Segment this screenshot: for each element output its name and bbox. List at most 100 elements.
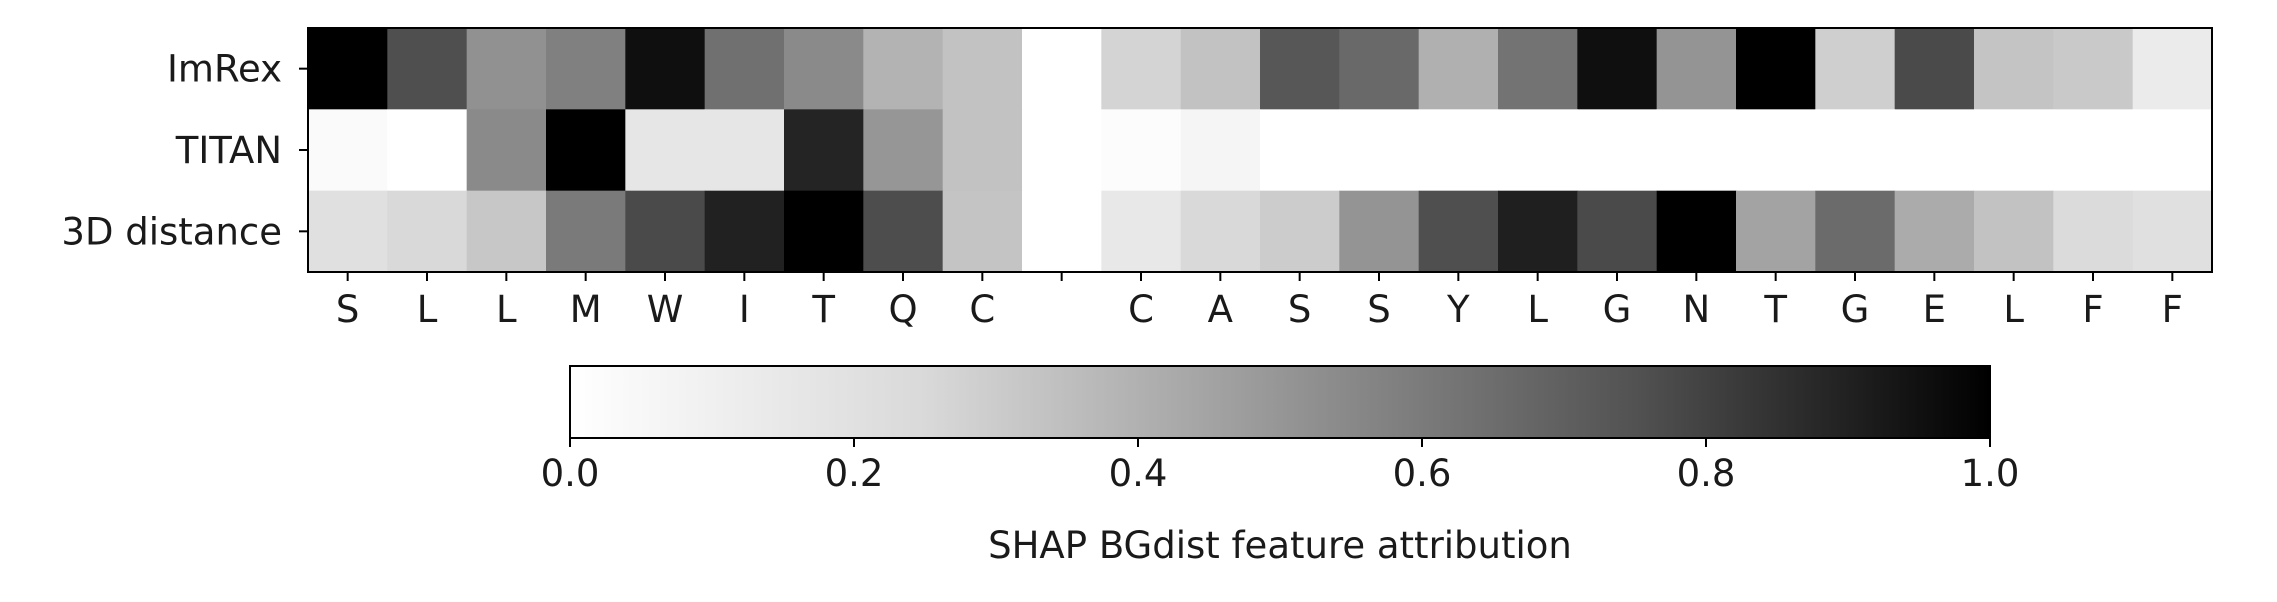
row-label: 3D distance [61, 210, 282, 253]
heatmap-cell [2053, 190, 2134, 273]
heatmap-cell [1974, 190, 2054, 273]
heatmap-cell [1736, 190, 1816, 273]
heatmap-cell [1022, 109, 1102, 192]
heatmap-cell [1656, 109, 1737, 192]
colorbar-tick-label: 1.0 [1961, 452, 2020, 495]
column-label: F [2082, 288, 2103, 331]
heatmap-cell [1339, 190, 1420, 273]
column-label: L [2003, 288, 2024, 331]
row-labels: ImRex TITAN 3D distance [61, 48, 308, 253]
heatmap-cell [1894, 28, 1975, 110]
column-label: G [1603, 288, 1632, 331]
column-label: I [739, 288, 750, 331]
heatmap-cell [546, 190, 626, 273]
heatmap-cell [387, 109, 468, 192]
heatmap-cell [784, 190, 864, 273]
heatmap-cell [1260, 28, 1340, 110]
heatmap-cell [1339, 109, 1420, 192]
heatmap-cell [784, 109, 864, 192]
heatmap-cell [704, 190, 785, 273]
heatmap-cell [466, 190, 547, 273]
heatmap-cell [1736, 28, 1816, 110]
heatmap-cell [308, 28, 388, 110]
heatmap-cell [625, 109, 706, 192]
heatmap-cell [1656, 28, 1737, 110]
colorbar-label: SHAP BGdist feature attribution [988, 524, 1572, 567]
heatmap-cells [308, 28, 2213, 273]
colorbar-tick-label: 0.8 [1677, 452, 1736, 495]
heatmap-cell [1180, 190, 1261, 273]
column-label: C [1128, 288, 1154, 331]
heatmap-cell [1260, 190, 1340, 273]
column-label: T [811, 288, 835, 331]
heatmap-cell [1180, 109, 1261, 192]
heatmap-cell [1894, 109, 1975, 192]
heatmap-cell [942, 190, 1023, 273]
colorbar-gradient [569, 365, 1991, 439]
heatmap-cell [625, 28, 706, 110]
heatmap-cell [1180, 28, 1261, 110]
column-label: M [570, 288, 602, 331]
colorbar-tick-label: 0.6 [1393, 452, 1452, 495]
heatmap-cell [1656, 190, 1737, 273]
heatmap-cell [1974, 28, 2054, 110]
column-label: T [1763, 288, 1787, 331]
heatmap-cell [308, 190, 388, 273]
heatmap-cell [546, 28, 626, 110]
heatmap-cell [784, 28, 864, 110]
heatmap-cell [2132, 190, 2213, 273]
heatmap-cell [1577, 109, 1658, 192]
heatmap-cell [863, 109, 944, 192]
column-label: G [1841, 288, 1870, 331]
column-label: E [1923, 288, 1946, 331]
column-label: C [969, 288, 995, 331]
heatmap-cell [466, 109, 547, 192]
heatmap-cell [1577, 28, 1658, 110]
heatmap-cell [1260, 109, 1340, 192]
heatmap-cell [308, 109, 388, 192]
heatmap-cell [1815, 109, 1896, 192]
column-label: L [417, 288, 438, 331]
colorbar: 0.0 0.2 0.4 0.6 0.8 1.0 SHAP BGdist feature a… [541, 365, 2020, 567]
heatmap-cell [2132, 28, 2213, 110]
heatmap-cell [1815, 28, 1896, 110]
heatmap-cell [942, 109, 1023, 192]
heatmap-cell [1101, 109, 1182, 192]
column-label: S [1367, 288, 1391, 331]
heatmap-cell [1418, 190, 1499, 273]
heatmap-cell [1498, 28, 1578, 110]
column-label: S [336, 288, 360, 331]
heatmap-cell [2132, 109, 2213, 192]
heatmap-cell [1022, 28, 1102, 110]
column-label: Q [888, 288, 917, 331]
heatmap-cell [1894, 190, 1975, 273]
column-label: W [647, 288, 684, 331]
column-label: Y [1446, 288, 1470, 331]
column-label: L [496, 288, 517, 331]
heatmap-cell [1418, 28, 1499, 110]
heatmap-cell [704, 28, 785, 110]
heatmap-cell [1339, 28, 1420, 110]
heatmap-cell [387, 190, 468, 273]
heatmap-cell [625, 190, 706, 273]
heatmap-cell [1101, 190, 1182, 273]
heatmap-cell [1022, 190, 1102, 273]
row-label: TITAN [175, 129, 282, 172]
heatmap-cell [704, 109, 785, 192]
heatmap-cell [2053, 109, 2134, 192]
colorbar-tick-label: 0.2 [825, 452, 884, 495]
heatmap-cell [1498, 190, 1578, 273]
heatmap-cell [1418, 109, 1499, 192]
heatmap-cell [863, 28, 944, 110]
column-label: F [2162, 288, 2183, 331]
column-label: L [1527, 288, 1548, 331]
heatmap-cell [1498, 109, 1578, 192]
column-label: S [1288, 288, 1312, 331]
heatmap-cell [863, 190, 944, 273]
row-label: ImRex [167, 48, 282, 91]
heatmap-cell [1815, 190, 1896, 273]
colorbar-tick-label: 0.0 [541, 452, 600, 495]
